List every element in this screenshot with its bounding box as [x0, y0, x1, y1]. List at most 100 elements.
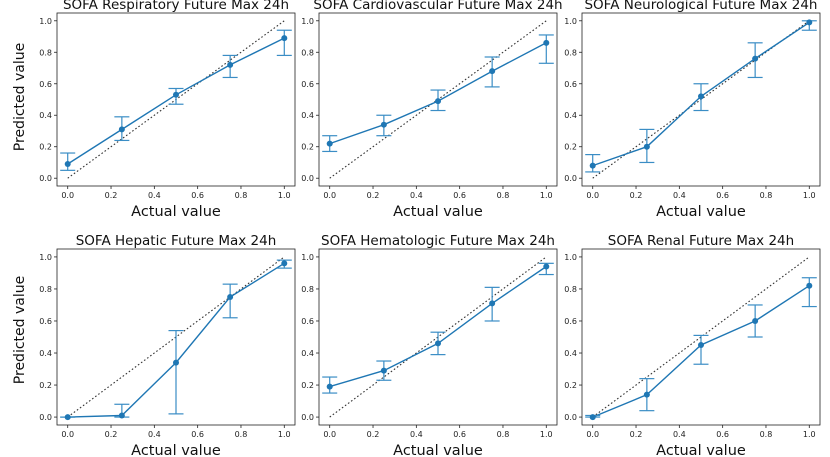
y-tick-label: 0.8: [564, 48, 577, 57]
chart-panel-3: SOFA Neurological Future Max 24h Actual v…: [564, 0, 821, 220]
series-line: [329, 265, 547, 388]
x-tick-label: 1.0: [278, 430, 291, 439]
x-tick-label: 1.0: [803, 430, 816, 439]
chart-title: SOFA Neurological Future Max 24h: [584, 0, 817, 13]
axes-frame: [56, 12, 296, 187]
chart-panel-1: SOFA Respiratory Future Max 24h Actual va…: [39, 0, 296, 220]
data-point: [698, 342, 704, 349]
chart-title: SOFA Hematologic Future Max 24h: [321, 233, 555, 249]
x-tick-label: 0.0: [586, 191, 599, 200]
x-tick-label: 0.2: [630, 191, 643, 200]
x-tick-label: 0.2: [105, 191, 118, 200]
x-tick-label: 0.2: [367, 430, 380, 439]
y-tick-label: 0.2: [301, 381, 314, 390]
y-tick-label: 1.0: [301, 17, 314, 26]
x-tick-label: 0.4: [673, 191, 686, 200]
data-point: [380, 367, 387, 374]
data-point: [380, 121, 387, 128]
error-bar: [222, 283, 238, 319]
x-axis-label: Actual value: [131, 443, 221, 457]
y-tick-label: 0.6: [301, 80, 314, 89]
x-tick-label: 0.2: [630, 430, 643, 439]
y-tick-label: 1.0: [564, 17, 577, 26]
data-point: [227, 293, 234, 300]
x-tick-label: 0.4: [148, 191, 161, 200]
x-tick-label: 1.0: [540, 430, 553, 439]
y-tick-label: 0.0: [301, 413, 314, 422]
x-tick-label: 0.0: [61, 191, 74, 200]
error-bar: [801, 277, 817, 308]
x-tick-label: 0.8: [760, 430, 773, 439]
y-tick-label: 0.6: [39, 317, 52, 326]
y-tick-label: 0.6: [564, 80, 577, 89]
chart-panel-2: SOFA Cardiovascular Future Max 24h Actual…: [301, 0, 562, 220]
x-tick-label: 1.0: [278, 191, 291, 200]
y-tick-label: 0.4: [301, 349, 314, 358]
error-bar: [276, 29, 292, 57]
axes-frame: [318, 248, 558, 426]
data-point: [118, 412, 125, 419]
x-tick-label: 0.8: [235, 430, 248, 439]
chart-title: SOFA Cardiovascular Future Max 24h: [313, 0, 562, 13]
error-bar: [168, 329, 184, 415]
x-tick-label: 0.0: [323, 430, 336, 439]
x-tick-label: 0.2: [105, 430, 118, 439]
y-tick-label: 0.2: [564, 381, 577, 390]
error-bar: [693, 334, 709, 365]
x-tick-label: 0.8: [235, 191, 248, 200]
data-point: [806, 282, 813, 289]
y-tick-label: 0.4: [39, 111, 52, 120]
x-tick-label: 0.8: [497, 430, 510, 439]
data-point: [643, 391, 650, 398]
y-tick-label: 1.0: [564, 253, 577, 262]
x-tick-label: 0.8: [760, 191, 773, 200]
x-tick-label: 0.0: [61, 430, 74, 439]
y-tick-label: 0.4: [39, 349, 52, 358]
data-point: [173, 91, 179, 98]
data-point: [489, 300, 496, 307]
data-point: [326, 140, 333, 147]
x-tick-label: 0.6: [453, 430, 466, 439]
data-point: [589, 414, 596, 421]
figure-ylabel-bottom: Predicted value: [12, 276, 28, 384]
reference-diagonal-line: [67, 256, 285, 418]
y-tick-label: 0.6: [39, 80, 52, 89]
x-axis-label: Actual value: [131, 204, 221, 220]
x-axis-label: Actual value: [393, 204, 483, 220]
y-tick-label: 0.8: [301, 285, 314, 294]
figure-ylabel-top: Predicted value: [12, 43, 28, 151]
chart-title: SOFA Renal Future Max 24h: [608, 233, 794, 249]
axes-frame: [581, 12, 821, 187]
y-tick-label: 0.0: [564, 413, 577, 422]
y-tick-label: 1.0: [301, 253, 314, 262]
data-point: [281, 35, 288, 42]
data-point: [118, 126, 125, 133]
y-tick-label: 0.8: [564, 285, 577, 294]
data-point: [543, 263, 550, 270]
y-tick-label: 1.0: [39, 17, 52, 26]
y-tick-label: 1.0: [39, 253, 52, 262]
data-point: [435, 98, 441, 105]
data-point: [489, 68, 496, 75]
y-tick-label: 0.0: [39, 174, 52, 183]
data-point: [64, 161, 71, 168]
x-tick-label: 0.0: [323, 191, 336, 200]
y-tick-label: 0.2: [564, 143, 577, 152]
data-point: [806, 19, 813, 26]
x-tick-label: 0.4: [410, 430, 423, 439]
x-tick-label: 0.2: [367, 191, 380, 200]
y-tick-label: 0.4: [564, 349, 577, 358]
x-axis-label: Actual value: [656, 204, 746, 220]
reference-diagonal-line: [329, 256, 547, 418]
reference-diagonal-line: [592, 256, 810, 418]
chart-title: SOFA Hepatic Future Max 24h: [76, 233, 277, 249]
y-tick-label: 0.6: [301, 317, 314, 326]
x-tick-label: 0.8: [497, 191, 510, 200]
x-tick-label: 0.4: [410, 191, 423, 200]
data-point: [435, 340, 441, 347]
y-tick-label: 0.4: [301, 111, 314, 120]
chart-panel-5: SOFA Hematologic Future Max 24h Actual va…: [301, 233, 558, 457]
axes-frame: [318, 12, 558, 187]
y-tick-label: 0.0: [564, 174, 577, 183]
x-axis-label: Actual value: [656, 443, 746, 457]
